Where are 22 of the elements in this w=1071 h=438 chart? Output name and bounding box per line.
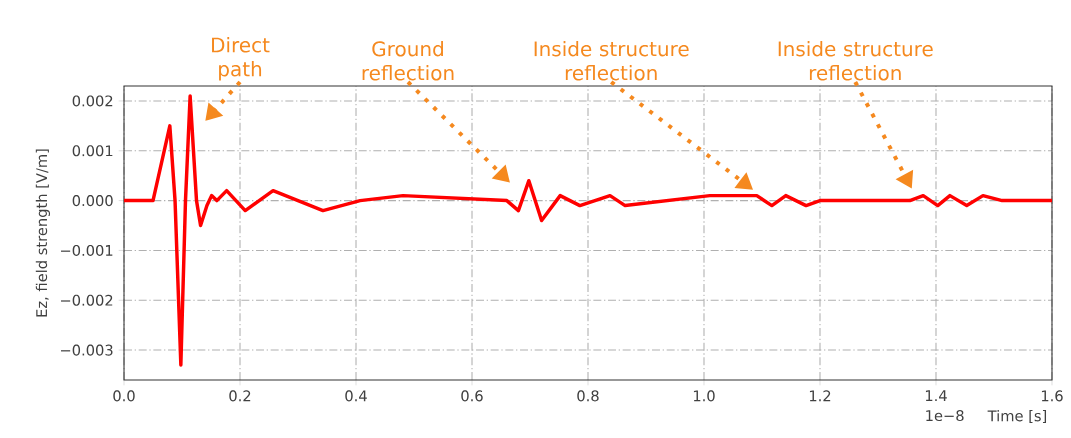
text: 1e−8	[926, 410, 964, 422]
y-tick-label: 0.000	[72, 195, 113, 207]
y-tick-label: −0.003	[60, 344, 113, 356]
y-tick-label: 0.002	[72, 95, 113, 107]
y-tick-label: −0.001	[60, 244, 113, 256]
x-tick-label: 0.2	[229, 390, 251, 402]
text: Ground reflection	[362, 40, 454, 81]
text: Inside structure reflection	[778, 40, 933, 81]
x-tick-label: 1.0	[693, 390, 715, 402]
text: Direct path	[212, 37, 270, 81]
x-tick-label: 0.0	[113, 390, 135, 402]
x-tick-label: 1.2	[809, 390, 831, 402]
x-tick-label: 0.8	[577, 390, 599, 402]
y-axis-title: Ez, field strength [V/m]	[35, 149, 51, 317]
y-tick-label: −0.002	[60, 294, 113, 306]
x-tick-label: 0.4	[345, 390, 367, 402]
x-tick-label: 1.6	[1041, 390, 1063, 402]
y-tick-label: 0.001	[72, 145, 113, 157]
x-tick-label: 0.6	[461, 390, 483, 402]
text: Inside structure reflection	[534, 40, 689, 81]
x-axis-title: Time [s]	[987, 410, 1047, 424]
x-tick-label: 1.4	[925, 390, 947, 401]
